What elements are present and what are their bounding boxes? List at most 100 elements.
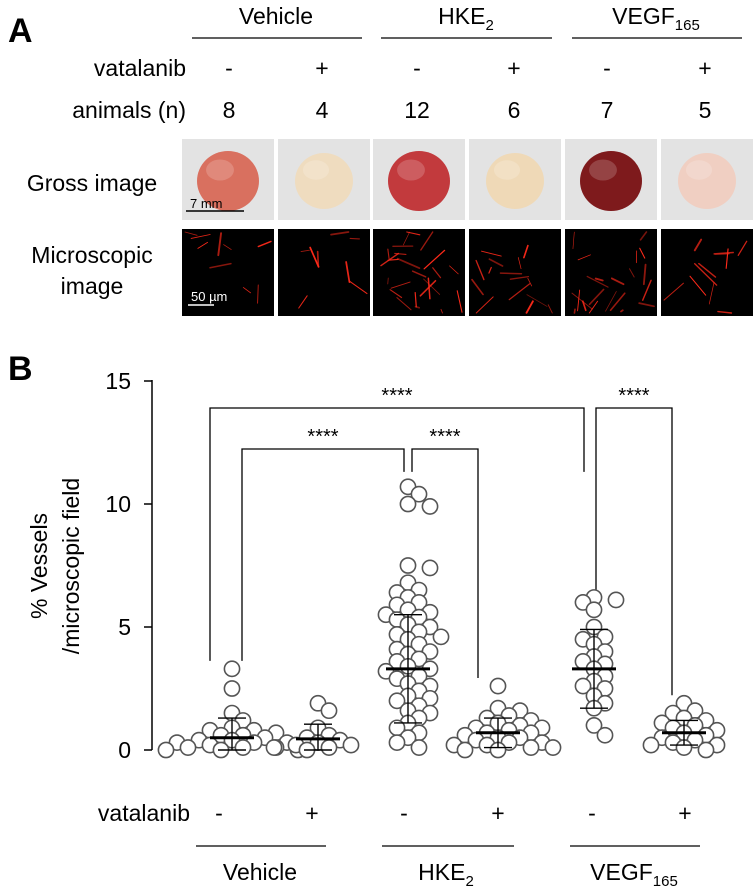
significance-brackets: **** **** **** **** [209,385,673,696]
micro-row-label-1: Microscopic [31,242,152,268]
vessel-signal [423,278,441,295]
vessel-signal [605,291,617,312]
vessel-signal [440,308,443,314]
bracket-line [209,407,585,661]
y-axis-label-2: /microscopic field [58,478,84,654]
vessel-signal [717,310,733,314]
data-point [432,628,450,646]
animal-count: 7 [601,97,614,123]
significance-bracket: **** [209,385,585,661]
vessel-signal [298,295,308,309]
vessel-signal [526,294,548,307]
data-point [585,601,603,619]
gross-image [469,139,561,220]
animals-row-label: animals (n) [72,97,186,123]
x-vatalanib-label: vatalanib [98,800,190,826]
tissue-highlight [685,160,713,180]
significance-stars: **** [381,385,412,407]
tissue-sample [580,151,642,211]
x-group-hke2-sub: 2 [465,873,473,890]
mean-sd [296,723,340,751]
vessel-signal [389,289,403,299]
tissue-sample [486,153,544,209]
data-point [585,717,603,734]
microscopic-image-background [469,229,561,316]
gross-image [565,139,657,220]
microscopic-image [278,229,370,316]
x-group-vegf-name: VEGF [590,859,653,885]
vessel-signal [572,231,575,250]
vessel-signal [725,248,729,269]
animal-count: 12 [404,97,430,123]
data-point [342,736,360,754]
significance-bracket: **** [411,426,479,679]
vessel-signal [423,249,446,270]
microscopic-image-background [278,229,370,316]
vessel-signal [577,254,591,261]
data-point [697,741,715,759]
vessel-signal [713,251,734,255]
vessel-signal [481,250,502,257]
significance-bracket: **** [241,426,405,661]
microscopic-image [661,229,753,316]
vessel-signal [300,249,310,253]
x-vatalanib-sign: - [588,800,596,826]
bracket-line [241,448,405,661]
vessel-signal [345,261,351,284]
header-vegf-sub: 165 [675,17,700,34]
microscopic-image-background [182,229,274,316]
vessel-signal [475,259,485,281]
tissue-highlight [302,160,330,180]
vatalanib-sign: - [413,55,421,81]
vatalanib-sign: - [225,55,233,81]
vessel-signal [588,300,599,314]
mean-sd [210,717,254,751]
vessel-signal [427,277,431,300]
vatalanib-sign: + [507,55,520,81]
tissue-highlight [206,159,234,181]
vessel-signal [737,240,748,256]
vessel-signal [693,262,718,286]
vessel-signal [390,281,411,289]
vessel-signal [449,265,459,275]
x-group-hke2-name: HKE [418,859,465,885]
vessel-signal [638,302,655,308]
vessel-signal [309,246,320,268]
microscopic-image-background [373,229,465,316]
x-group-vehicle-name: Vehicle [223,859,297,885]
vessel-signal [190,234,211,239]
data-point [642,736,660,754]
data-point [522,739,540,756]
mean-sd [386,614,430,724]
mean-sd [572,628,616,709]
vessel-signal [708,281,715,305]
vessel-signal [414,291,417,308]
mean-sd-bars [210,614,706,751]
panel-b-label: B [8,350,33,388]
vessel-signal [639,247,646,259]
significance-stars: **** [429,426,460,448]
x-group-vegf-sub: 165 [653,873,678,890]
header-hke2-name: HKE [438,3,485,29]
gross-image [661,139,753,220]
header-vehicle: Vehicle [239,3,313,29]
x-vatalanib-sign: - [400,800,408,826]
vessel-signal [396,297,412,311]
vessel-signal [642,279,652,301]
header-hke2: HKE2 [438,3,494,34]
vessel-signal [387,248,390,260]
vessel-signal [523,244,529,259]
mean-sd [662,719,706,746]
vessel-signal [588,288,605,306]
vessel-signal [594,277,604,282]
vessel-signal [508,283,531,301]
vessel-signal [348,280,368,295]
data-point [456,741,474,759]
data-point [607,591,625,609]
vessel-signal [499,272,523,275]
vessel-signal [527,277,533,287]
microscopic-image [469,229,561,316]
vessel-signal [698,262,717,278]
significance-stars: **** [307,426,338,448]
data-point [410,485,428,503]
